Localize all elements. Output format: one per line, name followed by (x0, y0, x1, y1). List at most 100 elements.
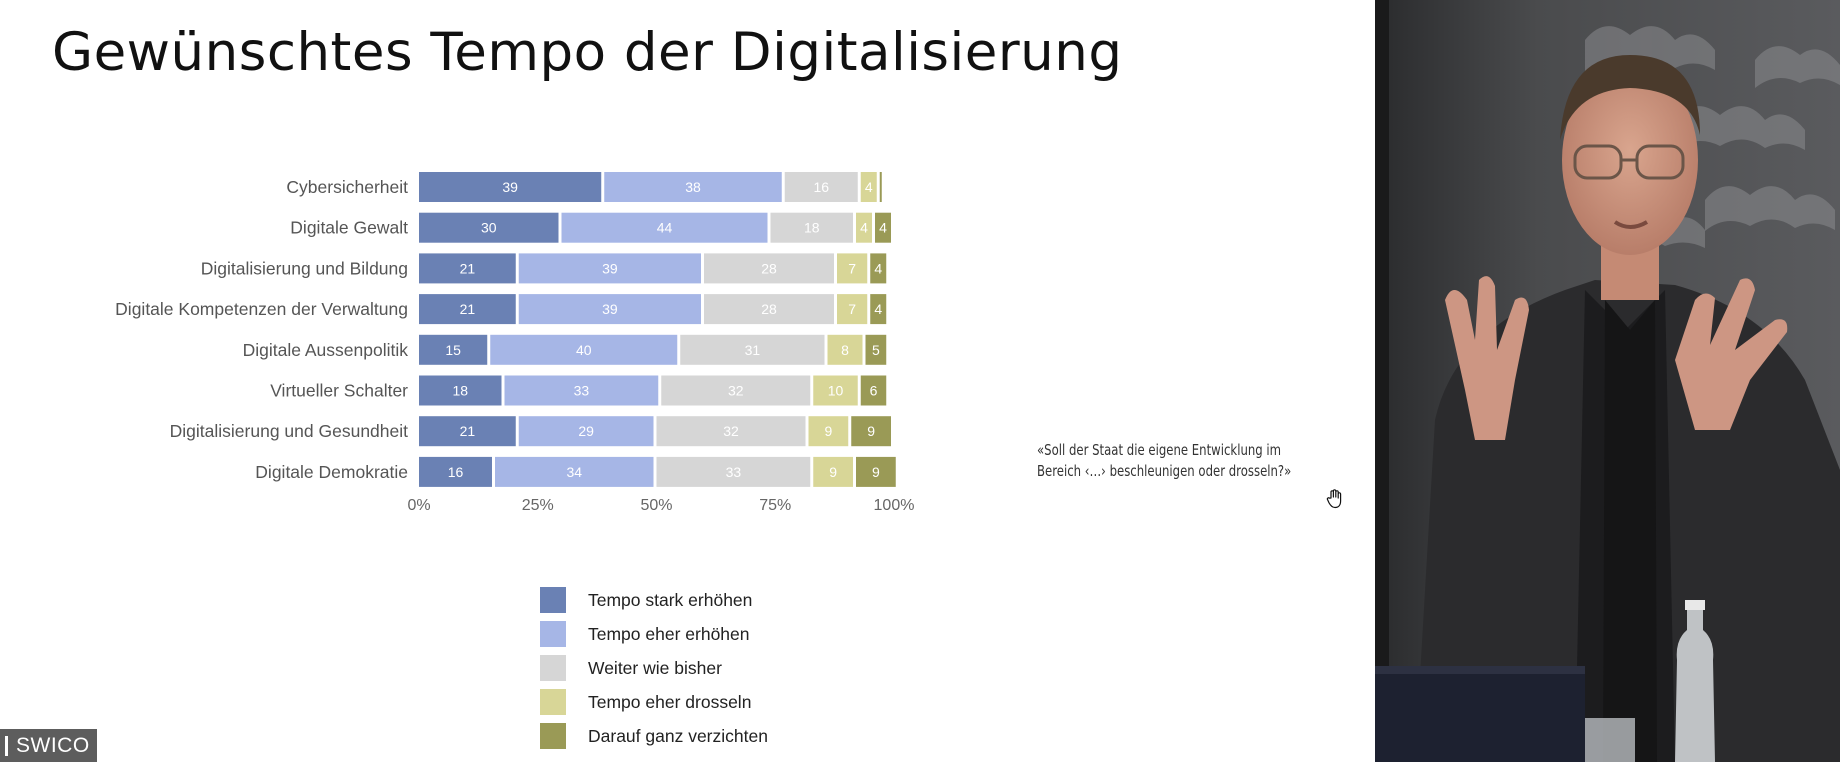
bar-segment (419, 416, 516, 447)
bar-segment (879, 172, 882, 202)
bar-value-label: 29 (578, 423, 594, 439)
bar-value-label: 33 (574, 383, 590, 399)
legend-swatch (540, 655, 566, 681)
category-label: Cybersicherheit (286, 177, 408, 197)
x-tick-label: 75% (759, 497, 791, 514)
bar-value-label: 10 (828, 383, 844, 399)
bar-value-label: 39 (602, 260, 618, 276)
bar-segment (661, 375, 811, 406)
survey-question-line-1: «Soll der Staat die eigene Entwicklung i… (1037, 441, 1282, 459)
legend-swatch (540, 723, 566, 749)
bar-segment (419, 456, 492, 487)
bar-value-label: 15 (445, 342, 461, 358)
speaker-video-image (1375, 0, 1840, 762)
legend-item: Weiter wie bisher (540, 651, 768, 685)
survey-question-note: «Soll der Staat die eigene Entwicklung i… (1037, 440, 1291, 482)
bar-value-label: 9 (872, 464, 880, 480)
bar-value-label: 44 (657, 220, 673, 236)
bar-segment (704, 294, 834, 325)
bar-segment (837, 294, 868, 325)
logo-bar (5, 736, 8, 756)
bar-segment (851, 416, 891, 447)
legend-swatch (540, 689, 566, 715)
bar-value-label: 7 (848, 301, 856, 317)
bar-segment (419, 294, 516, 325)
bar-segment (770, 212, 853, 243)
bar-segment (856, 212, 872, 243)
category-label: Virtueller Schalter (270, 381, 408, 401)
bar-value-label: 38 (685, 179, 701, 195)
stacked-bar-chart: Cybersicherheit 39 38 16 4 Digitale Gewalt 30 4… (115, 172, 915, 514)
bar-segment (518, 294, 701, 325)
bar-value-label: 6 (870, 383, 878, 399)
bar-value-label: 21 (460, 301, 476, 317)
bar-segment (860, 375, 887, 406)
bar-segment (561, 212, 768, 243)
bar-value-label: 30 (481, 220, 497, 236)
bar-value-label: 28 (761, 301, 777, 317)
bar-value-label: 18 (452, 383, 468, 399)
legend-item: Tempo stark erhöhen (540, 583, 768, 617)
bar-value-label: 33 (726, 464, 742, 480)
bar-segment (490, 334, 678, 365)
bar-segment (865, 334, 887, 365)
bar-value-label: 4 (865, 179, 873, 195)
bar-value-label: 4 (860, 220, 868, 236)
bar-value-label: 32 (728, 383, 744, 399)
legend-item: Darauf ganz verzichten (540, 719, 768, 753)
legend-label: Tempo stark erhöhen (588, 589, 753, 610)
category-label: Digitale Gewalt (290, 218, 408, 238)
bar-segment (856, 456, 896, 487)
legend-swatch (540, 587, 566, 613)
bar-segment (827, 334, 863, 365)
bar-segment (813, 456, 853, 487)
x-tick-label: 0% (407, 497, 430, 514)
slide: Gewünschtes Tempo der Digitalisierung Cy… (0, 22, 1344, 762)
bar-segment (518, 253, 701, 284)
bar-segment (504, 375, 659, 406)
bar-value-label: 5 (872, 342, 880, 358)
bar-segment (784, 172, 858, 202)
bar-value-label: 16 (448, 464, 464, 480)
bar-value-label: 31 (745, 342, 761, 358)
bar-value-label: 40 (576, 342, 592, 358)
bar-value-label: 16 (813, 179, 829, 195)
bar-segment (808, 416, 849, 447)
bar-value-label: 7 (848, 260, 856, 276)
x-tick-label: 50% (640, 497, 672, 514)
bar-value-label: 34 (566, 464, 582, 480)
legend-swatch (540, 621, 566, 647)
bar-segment (704, 253, 834, 284)
x-tick-label: 100% (874, 497, 915, 514)
logo-text: SWICO (16, 734, 90, 757)
bar-value-label: 21 (460, 260, 476, 276)
bar-segment (870, 253, 887, 284)
speaker-video (1375, 0, 1840, 762)
bar-value-label: 8 (841, 342, 849, 358)
bar-segment (604, 172, 782, 202)
bar-value-label: 4 (879, 220, 887, 236)
survey-question-line-2: Bereich ‹…› beschleunigen oder drosseln?… (1037, 462, 1292, 480)
bar-segment (813, 375, 858, 406)
hand-cursor-icon (1326, 489, 1344, 514)
bar-value-label: 21 (460, 423, 476, 439)
bar-segment (680, 334, 825, 365)
category-label: Digitale Kompetenzen der Verwaltung (115, 299, 408, 319)
bar-segment (419, 375, 502, 406)
bar-segment (656, 456, 811, 487)
bar-value-label: 9 (829, 464, 837, 480)
legend-label: Tempo eher drosseln (588, 691, 752, 712)
bar-segment (656, 416, 806, 447)
bar-value-label: 9 (824, 423, 832, 439)
bar-segment (495, 456, 654, 487)
legend-item: Tempo eher drosseln (540, 685, 768, 719)
bar-value-label: 4 (874, 260, 882, 276)
bar-segment (419, 334, 488, 365)
bar-segment (518, 416, 654, 447)
bar-segment (875, 212, 891, 243)
legend-label: Darauf ganz verzichten (588, 725, 768, 746)
bar-value-label: 32 (723, 423, 739, 439)
bar-segment (837, 253, 868, 284)
bar-segment (419, 212, 559, 243)
slide-title: Gewünschtes Tempo der Digitalisierung (52, 22, 1123, 83)
